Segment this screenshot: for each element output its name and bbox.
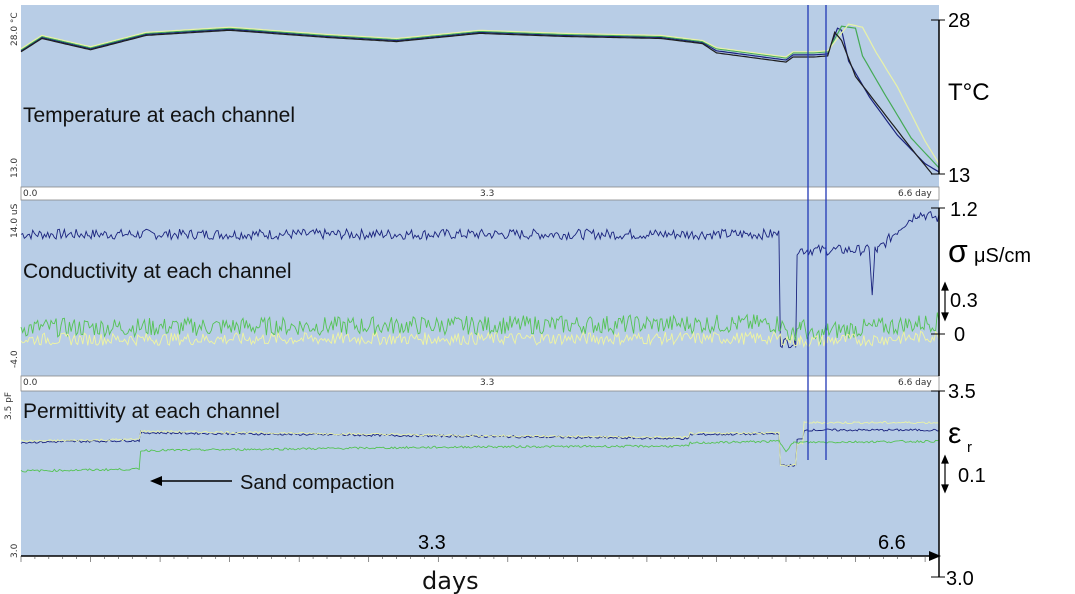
temperature-left-top-label: 28.0 °C <box>10 12 20 46</box>
permittivity-epsilon: ε <box>948 417 961 450</box>
temperature-series-2-line <box>20 25 940 169</box>
permittivity-title: Permittivity at each channel <box>23 400 280 423</box>
conductivity-xtick-2: 6.6 day <box>898 378 932 388</box>
permittivity-series-2-line <box>20 420 940 467</box>
x-axis-minor-ticks <box>20 556 926 562</box>
separator-2 <box>20 375 940 392</box>
temperature-series-group <box>20 23 940 175</box>
temperature-series-1-line <box>20 27 940 173</box>
temperature-right-top: 28 <box>948 10 970 32</box>
temperature-xtick-0: 0.0 <box>23 189 38 199</box>
temperature-left-bottom-label: 13.0 <box>10 158 20 178</box>
conductivity-zero-label: 0 <box>954 324 965 346</box>
temperature-xtick-1: 3.3 <box>480 189 494 199</box>
conductivity-right-top: 1.2 <box>950 199 978 221</box>
permittivity-series-3-line <box>20 439 940 473</box>
permittivity-series-1-line <box>20 428 940 468</box>
permittivity-left-top-label: 3.5 pF <box>4 392 14 420</box>
permittivity-scale-arrow <box>941 454 949 494</box>
permittivity-epsilon-subscript: r <box>967 439 972 456</box>
conductivity-scale-arrow <box>941 281 949 322</box>
temperature-xtick-2: 6.6 day <box>898 189 932 199</box>
permittivity-series-group <box>20 420 940 473</box>
conductivity-series-2-line <box>20 312 940 345</box>
conductivity-left-top-label: 14.0 uS <box>10 203 20 238</box>
conductivity-left-bottom-label: -4.0 <box>10 350 20 368</box>
x-tick-6-6: 6.6 <box>878 532 906 554</box>
temperature-right-bottom: 13 <box>948 165 970 187</box>
sand-compaction-label: Sand compaction <box>240 472 395 494</box>
conductivity-scale-label: 0.3 <box>950 290 978 312</box>
temperature-panel-bg <box>21 5 939 187</box>
conductivity-xtick-0: 0.0 <box>23 378 38 388</box>
conductivity-series-3-line <box>20 330 940 348</box>
conductivity-series-group <box>20 210 940 349</box>
permittivity-right-bottom: 3.0 <box>946 568 974 590</box>
x-axis-label: days <box>422 567 479 594</box>
permittivity-left-bottom-label: 3.0 <box>10 543 20 558</box>
conductivity-series-1-line <box>20 210 940 349</box>
conductivity-right-unit: μS/cm <box>974 245 1031 267</box>
permittivity-scale-label: 0.1 <box>958 465 986 487</box>
x-axis-arrowhead <box>929 551 941 561</box>
temperature-title: Temperature at each channel <box>23 104 295 127</box>
temperature-right-unit: T°C <box>948 79 990 106</box>
temperature-series-4-line <box>20 29 933 175</box>
sand-compaction-arrow <box>150 476 232 486</box>
temperature-series-3-line <box>20 23 940 165</box>
permittivity-panel-bg <box>21 391 939 556</box>
conductivity-panel-bg <box>21 200 939 376</box>
separator-1 <box>20 186 940 201</box>
x-tick-3-3: 3.3 <box>418 532 446 554</box>
conductivity-sigma: σ <box>948 233 968 269</box>
permittivity-right-top: 3.5 <box>948 381 976 403</box>
conductivity-title: Conductivity at each channel <box>23 260 292 283</box>
conductivity-xtick-1: 3.3 <box>480 378 494 388</box>
